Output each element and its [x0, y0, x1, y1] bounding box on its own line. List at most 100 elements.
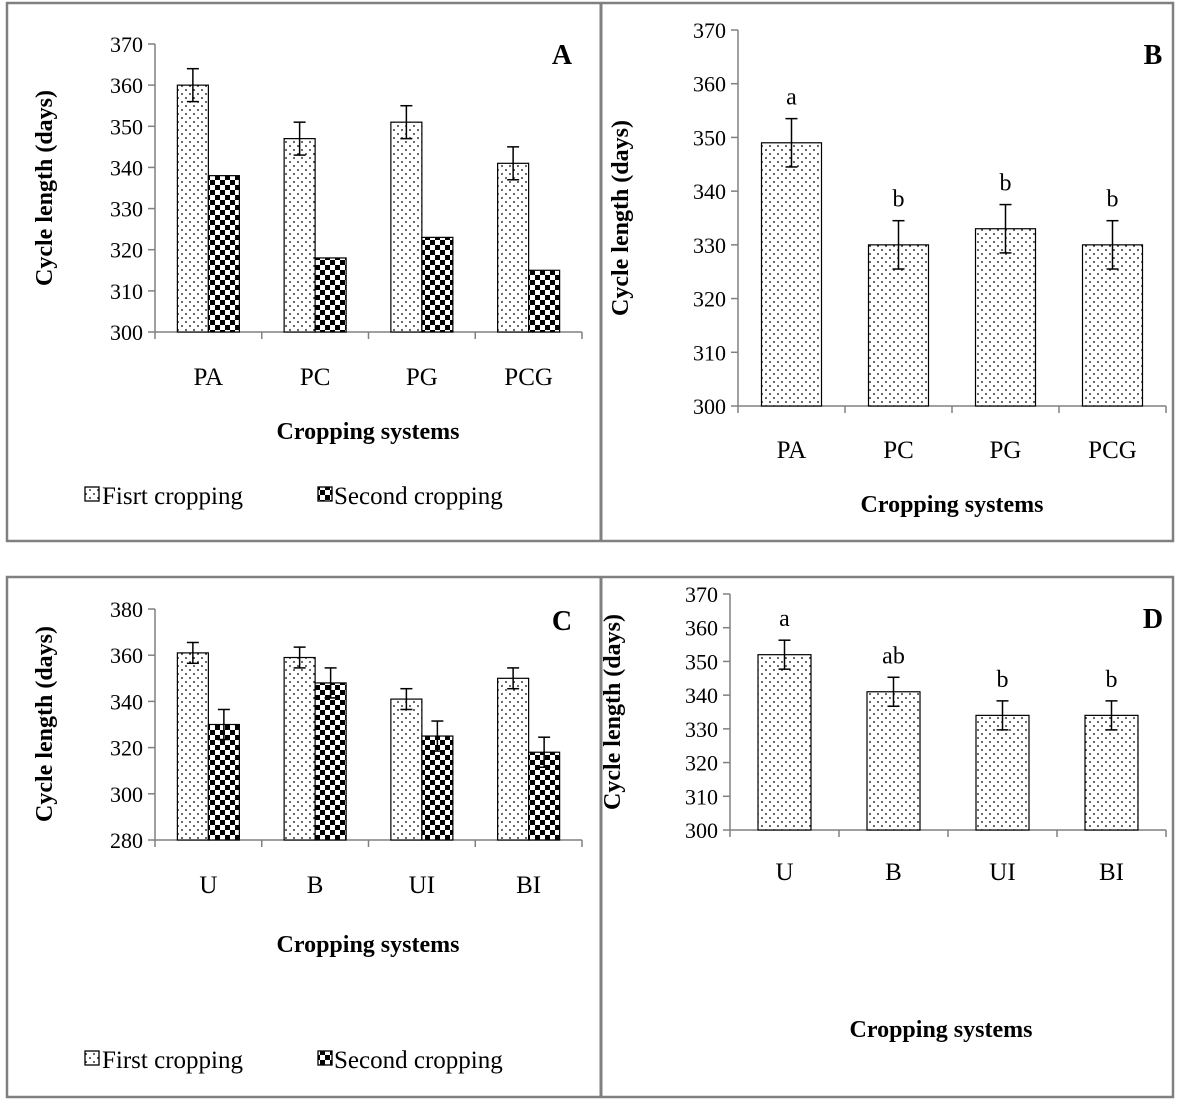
significance-letter: b — [1106, 667, 1118, 693]
bar — [314, 257, 347, 333]
legend-label: Fisrt cropping — [102, 483, 243, 510]
x-axis-title: Cropping systems — [277, 419, 460, 445]
significance-letter: b — [1000, 171, 1012, 197]
significance-letter: b — [1107, 187, 1119, 213]
legend-label: Second cropping — [334, 483, 503, 510]
y-axis-title: Cycle length (days) — [600, 614, 626, 810]
y-tick-label: 320 — [110, 238, 143, 263]
x-tick-label: PA — [777, 437, 807, 464]
significance-letter: a — [786, 85, 797, 111]
y-axis-title: Cycle length (days) — [32, 90, 58, 286]
y-tick-label: 310 — [110, 279, 143, 304]
bar — [1081, 244, 1144, 407]
bar — [497, 162, 530, 333]
x-tick-label: BI — [516, 872, 541, 899]
bar — [390, 121, 423, 333]
y-tick-label: 360 — [693, 72, 726, 97]
y-tick-label: 360 — [110, 643, 143, 668]
y-tick-label: 360 — [685, 616, 718, 641]
bar — [974, 228, 1037, 407]
bar — [314, 682, 347, 841]
x-tick-label: UI — [409, 872, 435, 899]
y-tick-label: 300 — [110, 320, 143, 345]
y-tick-label: 340 — [685, 683, 718, 708]
bar — [207, 723, 240, 841]
bar — [207, 175, 240, 333]
y-tick-label: 370 — [693, 18, 726, 43]
y-tick-label: 330 — [685, 717, 718, 742]
x-tick-label: PCG — [504, 364, 553, 391]
bottom-frame — [5, 575, 1175, 1099]
y-tick-label: 310 — [693, 340, 726, 365]
chart-panel-c: 280 300 320 340 360 380 U B UI BI Cropping systems… — [32, 597, 583, 1074]
top-frame — [5, 1, 1175, 543]
significance-letter: a — [779, 606, 790, 632]
chart-panels: 300 310 320 330 340 350 360 370 PA PC PG PCG Croppin… — [32, 18, 1167, 1074]
x-axis-title: Cropping systems — [850, 1017, 1033, 1043]
x-tick-label: B — [885, 859, 902, 886]
y-tick-label: 340 — [693, 179, 726, 204]
y-tick-label: 350 — [685, 649, 718, 674]
significance-letter: ab — [882, 643, 905, 669]
y-tick-label: 300 — [110, 782, 143, 807]
y-tick-label: 370 — [110, 32, 143, 57]
y-tick-label: 330 — [693, 233, 726, 258]
legend-label: First cropping — [102, 1047, 243, 1074]
y-tick-label: 300 — [693, 394, 726, 419]
legend-swatch — [317, 1050, 333, 1066]
y-tick-label: 360 — [110, 73, 143, 98]
y-tick-label: 370 — [685, 582, 718, 607]
chart-panel-d: 300 310 320 330 340 350 360 370 a ab b b U B UI BI Cropp… — [600, 582, 1167, 1043]
legend-swatch — [84, 1050, 100, 1066]
y-tick-label: 320 — [693, 287, 726, 312]
y-tick-label: 350 — [110, 114, 143, 139]
significance-letter: b — [997, 667, 1009, 693]
x-tick-label: PG — [990, 437, 1022, 464]
bar — [497, 677, 530, 841]
bar — [528, 269, 561, 333]
y-tick-label: 320 — [685, 751, 718, 776]
x-axis-title: Cropping systems — [277, 932, 460, 958]
bar — [176, 84, 209, 333]
x-tick-label: UI — [989, 859, 1015, 886]
panel-frames — [5, 1, 1175, 1099]
panel-letter: D — [1143, 604, 1163, 635]
y-tick-label: 340 — [110, 689, 143, 714]
bar — [1084, 714, 1139, 831]
y-tick-label: 310 — [685, 784, 718, 809]
x-axis-title: Cropping systems — [861, 492, 1044, 518]
bar — [176, 652, 209, 841]
x-tick-label: U — [775, 859, 793, 886]
legend-swatch — [84, 486, 100, 502]
bar — [760, 142, 823, 407]
bar — [867, 244, 930, 407]
chart-panel-a: 300 310 320 330 340 350 360 370 PA PC PG PCG Croppin… — [32, 32, 583, 510]
y-tick-label: 380 — [110, 597, 143, 622]
x-tick-label: PC — [300, 364, 331, 391]
y-tick-label: 320 — [110, 736, 143, 761]
x-tick-label: PA — [194, 364, 224, 391]
bar — [866, 691, 921, 831]
bar — [283, 138, 316, 333]
y-tick-label: 340 — [110, 155, 143, 180]
bar — [390, 698, 423, 841]
x-tick-label: B — [307, 872, 324, 899]
bar — [975, 714, 1030, 831]
y-axis-title: Cycle length (days) — [608, 120, 634, 316]
panel-letter: B — [1144, 40, 1163, 71]
legend-swatch — [317, 486, 333, 502]
y-tick-label: 300 — [685, 818, 718, 843]
bar — [283, 656, 316, 841]
panel-letter: A — [552, 40, 573, 71]
chart-panel-b: 300 310 320 330 340 350 360 370 a b b b PA PC PG PCG Cro… — [608, 18, 1167, 518]
panel-letter: C — [552, 606, 572, 637]
bar — [757, 654, 812, 831]
x-tick-label: BI — [1099, 859, 1124, 886]
x-tick-label: U — [199, 872, 217, 899]
y-tick-label: 350 — [693, 125, 726, 150]
x-tick-label: PCG — [1088, 437, 1137, 464]
legend-label: Second cropping — [334, 1047, 503, 1074]
y-tick-label: 280 — [110, 828, 143, 853]
significance-letter: b — [893, 187, 905, 213]
